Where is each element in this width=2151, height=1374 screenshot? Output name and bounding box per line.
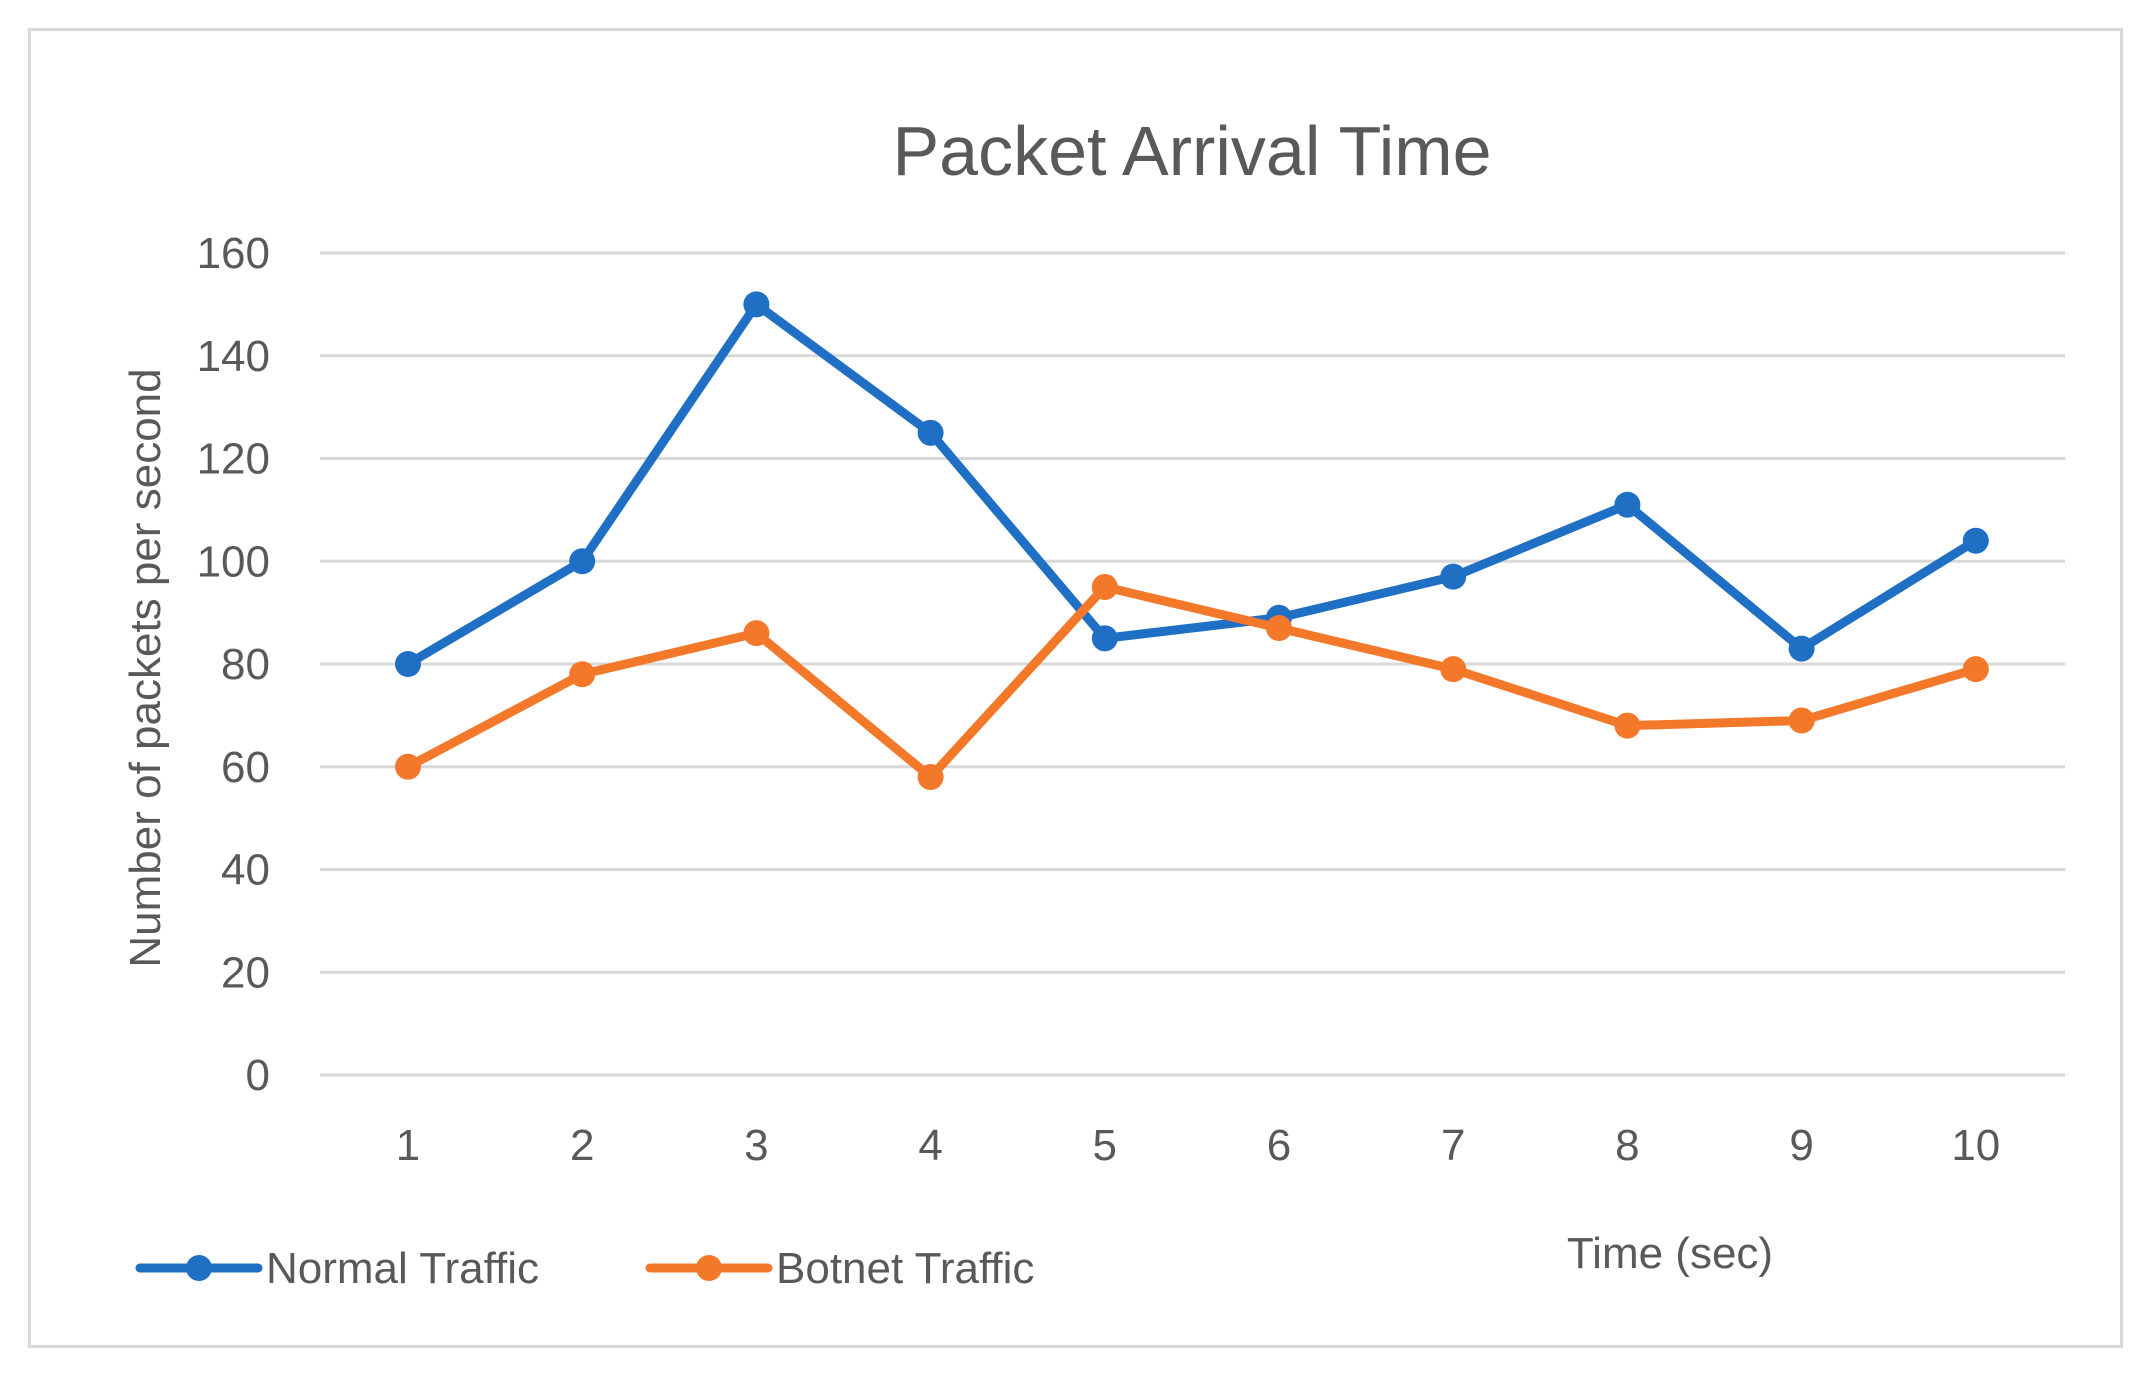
y-tick-label: 20 (221, 948, 270, 997)
series-1 (395, 291, 1989, 677)
data-point (743, 291, 770, 318)
series-2 (395, 573, 1989, 791)
x-tick-label: 1 (396, 1121, 420, 1170)
y-axis-label: Number of packets per second (121, 368, 170, 967)
legend-item: Botnet Traffic (645, 1244, 1034, 1293)
legend-marker (696, 1255, 722, 1281)
y-tick-label: 80 (221, 640, 270, 689)
x-tick-label: 6 (1267, 1121, 1291, 1170)
x-tick-label: 4 (918, 1121, 942, 1170)
legend-marker (186, 1255, 212, 1281)
series-lines (395, 291, 1989, 791)
data-point (1614, 712, 1641, 739)
x-tick-label: 3 (744, 1121, 768, 1170)
y-tick-label: 0 (246, 1051, 270, 1100)
data-point (917, 764, 944, 791)
series-line (403, 299, 1981, 669)
data-point (1788, 707, 1815, 734)
y-tick-labels: 0 20 40 60 80 100 120 140 160 (197, 229, 270, 1100)
series-line (403, 582, 1981, 782)
y-tick-label: 60 (221, 743, 270, 792)
x-tick-label: 10 (1951, 1121, 2000, 1170)
data-point (1091, 573, 1118, 600)
x-axis-label: Time (sec) (1567, 1229, 1773, 1278)
data-point (1440, 656, 1467, 683)
chart-frame (28, 28, 2123, 1348)
y-tick-label: 140 (197, 332, 270, 381)
chart-title: Packet Arrival Time (892, 112, 1491, 190)
data-point (569, 661, 596, 688)
y-tick-label: 100 (197, 537, 270, 586)
data-point (1614, 491, 1641, 518)
legend: Normal Traffic Botnet Traffic (135, 1244, 1034, 1293)
x-tick-label: 9 (1789, 1121, 1813, 1170)
data-point (1091, 625, 1118, 652)
data-point (743, 620, 770, 647)
data-point (917, 419, 944, 446)
x-tick-label: 8 (1615, 1121, 1639, 1170)
data-point (395, 753, 421, 780)
x-tick-labels: 1 2 3 4 5 6 7 8 9 10 (396, 1121, 2001, 1170)
data-point (1266, 615, 1292, 642)
data-point (1962, 527, 1989, 554)
x-tick-label: 5 (1093, 1121, 1117, 1170)
legend-item: Normal Traffic (135, 1244, 539, 1293)
legend-label: Normal Traffic (266, 1244, 539, 1293)
data-point (1788, 635, 1815, 662)
data-point (1440, 563, 1467, 590)
data-point (395, 651, 421, 677)
gridlines (320, 251, 2065, 1077)
x-tick-label: 7 (1441, 1121, 1465, 1170)
y-tick-label: 120 (197, 435, 270, 484)
legend-label: Botnet Traffic (776, 1244, 1034, 1293)
y-tick-label: 160 (197, 229, 270, 278)
data-point (1962, 656, 1989, 683)
x-tick-label: 2 (570, 1121, 594, 1170)
data-point (569, 548, 596, 575)
y-tick-label: 40 (221, 846, 270, 895)
